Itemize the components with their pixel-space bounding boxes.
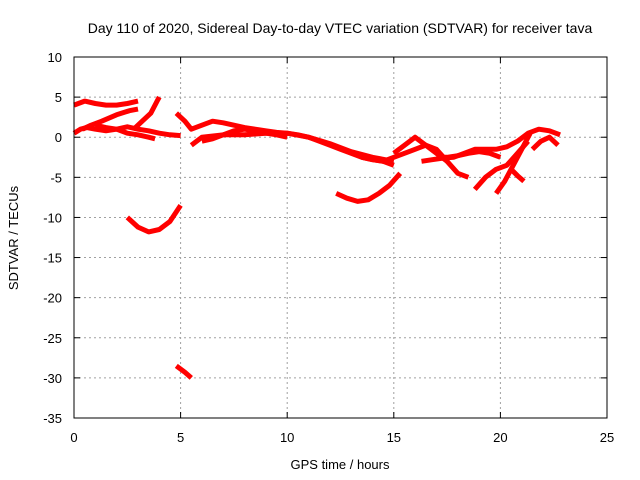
x-tick-label: 10: [280, 430, 294, 445]
series-line-arc-19: [530, 134, 560, 152]
series-line-arc-3: [81, 106, 139, 132]
y-tick-label: -35: [43, 411, 62, 426]
series-line-arc-10: [201, 126, 288, 144]
series-line-arc-15: [436, 149, 502, 160]
x-axis-label: GPS time / hours: [291, 457, 390, 472]
series-line-arc-13: [392, 134, 449, 164]
y-tick-label: -10: [43, 210, 62, 225]
series-line-arc-17: [494, 132, 533, 195]
axis-ticks: 0 5 10 15 20 25 10 5 0 -5 -10 -15 -20 -25 -30 -35: [43, 50, 614, 445]
x-tick-label: 5: [177, 430, 184, 445]
plot-frame: [73, 56, 608, 419]
series-line-arc-7: [174, 363, 193, 380]
y-tick-label: 5: [55, 90, 62, 105]
y-tick-label: 0: [55, 130, 62, 145]
series-line-arc-18: [509, 167, 526, 184]
chart-title: Day 110 of 2020, Sidereal Day-to-day VTE…: [88, 20, 593, 36]
x-tick-label: 0: [70, 430, 77, 445]
grid: [74, 57, 607, 418]
y-tick-label: -30: [43, 371, 62, 386]
series-line-arc-11: [335, 171, 403, 204]
y-tick-label: -20: [43, 291, 62, 306]
x-tick-label: 20: [493, 430, 507, 445]
y-tick-label: 10: [48, 50, 62, 65]
y-tick-label: -15: [43, 251, 62, 266]
series-line-arc-4: [94, 122, 156, 142]
x-tick-label: 15: [387, 430, 401, 445]
x-tick-label: 25: [600, 430, 614, 445]
series-line-arc-5: [131, 95, 162, 132]
series-line-arc-2: [73, 98, 139, 108]
y-tick-label: -5: [50, 170, 62, 185]
y-axis-label: SDTVAR / TECUs: [6, 185, 21, 290]
series-line-arc-6: [125, 204, 183, 235]
data-series: [72, 95, 561, 380]
series-line-arc-12: [361, 142, 470, 180]
y-tick-label: -25: [43, 331, 62, 346]
